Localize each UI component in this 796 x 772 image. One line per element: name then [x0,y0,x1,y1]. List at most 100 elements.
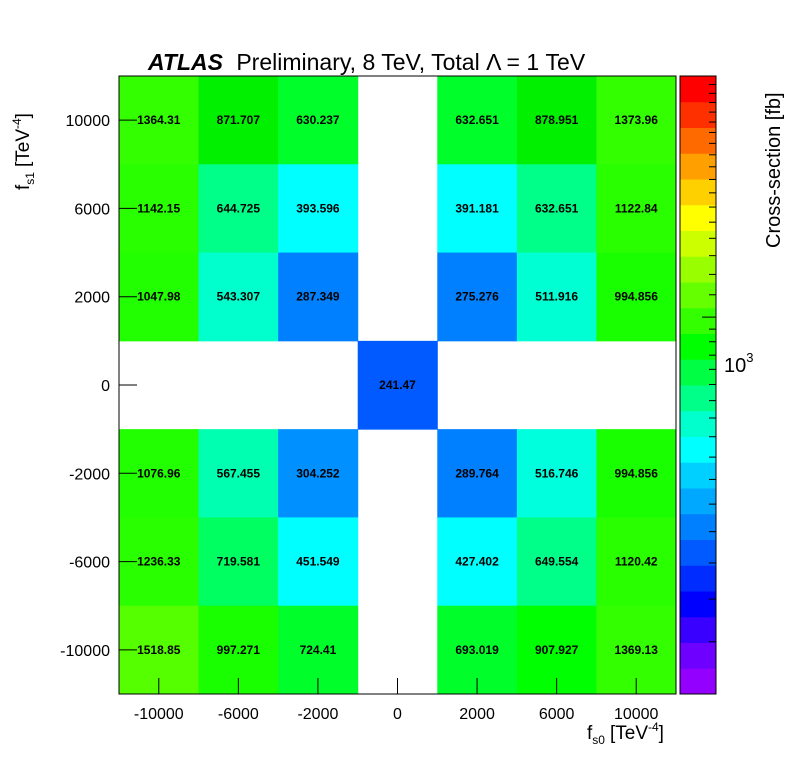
heatmap-cell [198,76,279,165]
cell-value-label: 567.455 [217,466,261,480]
heatmap-cell [516,76,597,165]
x-tick-label: -2000 [297,706,338,723]
palette-swatch [680,385,716,412]
cell-value-label: 693.019 [455,643,499,657]
cell-value-label: 632.651 [535,201,579,215]
cell-value-label: 1369.13 [615,643,659,657]
cell-value-label: 289.764 [455,466,499,480]
color-scale-bar [679,75,717,695]
cell-value-label: 994.856 [615,466,659,480]
cell-value-label: 994.856 [615,290,659,304]
palette-swatch [680,179,716,206]
palette-swatch [680,436,716,463]
palette-swatch [680,307,716,334]
palette-swatch [680,256,716,283]
heatmap-cell [278,429,359,518]
cell-value-label: 630.237 [296,113,340,127]
cell-value-label: 516.746 [535,466,579,480]
cell-value-label: 391.181 [455,201,499,215]
cell-value-label: 719.581 [217,555,261,569]
cell-value-label: 871.707 [217,113,261,127]
heatmap-cell [596,76,677,165]
cell-value-label: 241.47 [379,378,416,392]
y-axis-title: fs1[TeV-4] [10,113,37,190]
heatmap-cell [278,164,359,254]
heatmap-cell [198,252,279,342]
palette-frame [679,75,717,695]
cell-value-label: 543.307 [217,290,261,304]
heatmap-cell [596,164,677,254]
palette-swatch [680,462,716,489]
cell-value-label: 724.41 [300,643,337,657]
palette-swatch [680,359,716,386]
palette-swatch [680,668,716,695]
cell-value-label: 1120.42 [615,555,658,569]
cell-value-label: 1122.84 [615,201,658,215]
cell-value-label: 632.651 [455,113,499,127]
x-tick-label: 10000 [614,706,659,723]
cell-value-label: 275.276 [455,290,499,304]
palette-swatch [680,410,716,437]
heatmap-cell [596,252,677,342]
cell-value-label: 511.916 [535,290,578,304]
heatmap-cell [437,252,518,342]
heatmap-cell [516,164,597,254]
palette-swatch [680,642,716,669]
heatmap-cells [119,76,677,695]
heatmap-cell [596,429,677,518]
cell-value-label: 1518.85 [137,643,181,657]
y-tick-label: -10000 [60,643,110,660]
y-tick-label: 6000 [74,201,110,218]
cell-value-label: 1364.31 [137,113,181,127]
cell-value-label: 878.951 [535,113,579,127]
heatmap-cell [437,429,518,518]
cell-value-label: 1047.98 [137,290,181,304]
cell-value-label: 304.252 [296,466,340,480]
chart-title-atlas: ATLAS [147,49,224,75]
y-tick-label: 0 [101,378,110,395]
x-tick-label: -10000 [134,706,184,723]
cell-value-label: 907.927 [535,643,579,657]
palette-swatch [680,539,716,566]
heatmap-cell [198,164,279,254]
cell-value-label: 287.349 [296,290,340,304]
cell-value-label: 649.554 [535,555,579,569]
heatmap-cell [278,517,359,607]
x-tick-label: 0 [393,706,402,723]
cell-value-label: 451.549 [296,555,340,569]
heatmap-cell [198,517,279,607]
palette-swatch [680,488,716,515]
cell-value-label: 644.725 [217,201,261,215]
cell-value-label: 1142.15 [137,201,180,215]
chart-title: ATLAS Preliminary, 8 TeV, Total Λ = 1 Te… [147,49,586,75]
cell-value-label: 997.271 [217,643,261,657]
axis-ticks: -10000 -6000 -2000 0 2000 6000 10000 10000 6000 2… [60,113,658,723]
palette-swatch [680,204,716,231]
heatmap-cell [596,517,677,607]
cell-value-label: 1373.96 [615,113,659,127]
palette-swatch [680,230,716,257]
y-tick-label: 2000 [74,290,110,307]
heatmap-cell [437,76,518,165]
cell-value-label: 1076.96 [137,466,181,480]
cell-value-labels: 1364.31 871.707 630.237 632.651 878.951 1373.… [137,113,658,657]
palette-swatch [680,333,716,360]
heatmap-cell [278,76,359,165]
palette-swatch [680,513,716,540]
heatmap-cell [357,340,438,430]
y-tick-label: 10000 [66,113,111,130]
palette-swatch [680,76,716,103]
palette-swatch [680,101,716,128]
x-tick-label: 6000 [539,706,575,723]
x-axis-title: fs0 [TeV-4] [587,720,664,747]
color-scale-tick-label: 103 [724,350,753,377]
palette-swatch [680,591,716,618]
palette-swatch [680,616,716,643]
heatmap-cell [516,252,597,342]
heatmap-cell [278,252,359,342]
cell-value-label: 1236.33 [137,555,181,569]
chart-title-rest: Preliminary, 8 TeV, Total Λ = 1 TeV [236,49,586,75]
palette-swatch [680,565,716,592]
y-tick-label: -6000 [69,555,110,572]
